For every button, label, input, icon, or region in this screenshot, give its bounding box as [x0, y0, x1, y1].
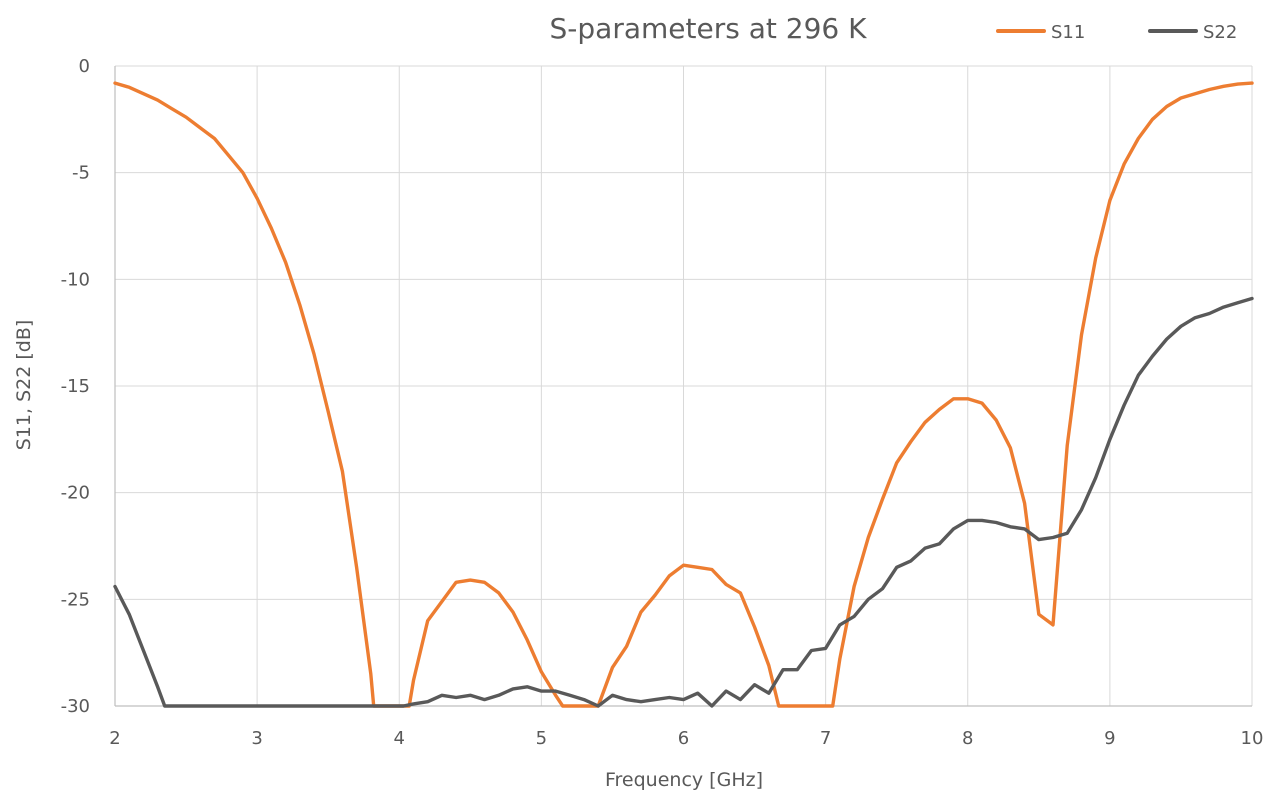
x-tick-label: 9 [1104, 728, 1115, 749]
series [113, 81, 1254, 708]
legend: S11 S22 [996, 22, 1237, 43]
x-tick-label: 7 [820, 728, 831, 749]
series-line-s22 [113, 296, 1254, 708]
y-tick-label: -5 [72, 163, 90, 184]
chart-title: S-parameters at 296 K [550, 12, 868, 45]
x-tick-label: 6 [678, 728, 689, 749]
y-tick-label: -30 [61, 696, 90, 717]
y-tick-label: 0 [79, 56, 90, 77]
y-tick-label: -10 [61, 269, 90, 290]
y-tick-label: -25 [61, 589, 90, 610]
tick-labels: 2 3 4 5 6 7 8 9 10 0 -5 -10 -15 -20 -25 -30 [61, 56, 1264, 749]
y-axis-title: S11, S22 [dB] [13, 320, 35, 451]
y-tick-label: -15 [61, 376, 90, 397]
legend-label-s11: S11 [1051, 22, 1085, 43]
x-tick-label: 3 [251, 728, 262, 749]
legend-label-s22: S22 [1203, 22, 1237, 43]
series-line-s11 [113, 81, 1254, 708]
y-tick-label: -20 [61, 483, 90, 504]
x-axis-title: Frequency [GHz] [605, 769, 763, 791]
x-tick-label: 2 [109, 728, 120, 749]
x-tick-label: 5 [536, 728, 547, 749]
gridlines [115, 65, 1253, 706]
x-tick-label: 8 [962, 728, 973, 749]
x-tick-label: 4 [394, 728, 405, 749]
x-tick-label: 10 [1241, 728, 1264, 749]
